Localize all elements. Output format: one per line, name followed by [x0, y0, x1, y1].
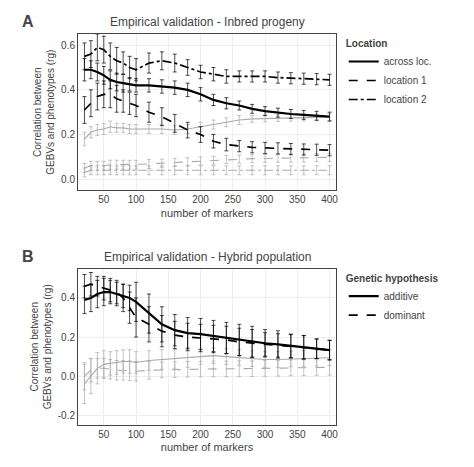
svg-text:0.4: 0.4: [61, 292, 75, 303]
svg-text:400: 400: [321, 429, 338, 440]
svg-text:-0.2: -0.2: [58, 410, 76, 421]
svg-text:number of markers: number of markers: [161, 441, 254, 453]
svg-text:150: 150: [160, 429, 177, 440]
svg-text:0.4: 0.4: [61, 84, 75, 95]
svg-text:0.6: 0.6: [61, 40, 75, 51]
svg-text:Genetic hypothesis: Genetic hypothesis: [346, 273, 439, 284]
svg-text:location 1: location 1: [384, 75, 427, 86]
svg-text:A: A: [22, 13, 34, 30]
svg-text:100: 100: [128, 429, 145, 440]
svg-text:200: 200: [192, 429, 209, 440]
svg-text:dominant: dominant: [384, 310, 425, 321]
svg-text:0.0: 0.0: [61, 174, 75, 185]
svg-text:0.2: 0.2: [61, 332, 75, 343]
svg-text:0.0: 0.0: [61, 371, 75, 382]
svg-text:0.2: 0.2: [61, 129, 75, 140]
svg-text:150: 150: [160, 194, 177, 205]
svg-text:250: 250: [224, 194, 241, 205]
svg-text:400: 400: [321, 194, 338, 205]
svg-text:Location: Location: [346, 38, 388, 49]
svg-text:across loc.: across loc.: [384, 56, 432, 67]
svg-text:Correlation betweenGEBVs and p: Correlation betweenGEBVs and phenotypes …: [29, 284, 53, 409]
svg-text:100: 100: [128, 194, 145, 205]
svg-text:B: B: [22, 248, 34, 265]
svg-text:location 2: location 2: [384, 94, 427, 105]
svg-text:350: 350: [289, 429, 306, 440]
svg-text:Empirical validation - Hybrid: Empirical validation - Hybrid population: [104, 250, 311, 264]
svg-text:50: 50: [98, 194, 110, 205]
svg-text:Correlation betweenGEBVs and p: Correlation betweenGEBVs and phenotypes …: [32, 50, 56, 175]
svg-text:250: 250: [224, 429, 241, 440]
svg-text:additive: additive: [384, 291, 419, 302]
svg-text:350: 350: [289, 194, 306, 205]
svg-text:number of markers: number of markers: [161, 207, 254, 219]
svg-text:300: 300: [257, 194, 274, 205]
svg-text:300: 300: [257, 429, 274, 440]
svg-text:Empirical validation - Inbred: Empirical validation - Inbred progeny: [110, 15, 305, 29]
svg-text:200: 200: [192, 194, 209, 205]
svg-text:50: 50: [98, 429, 110, 440]
